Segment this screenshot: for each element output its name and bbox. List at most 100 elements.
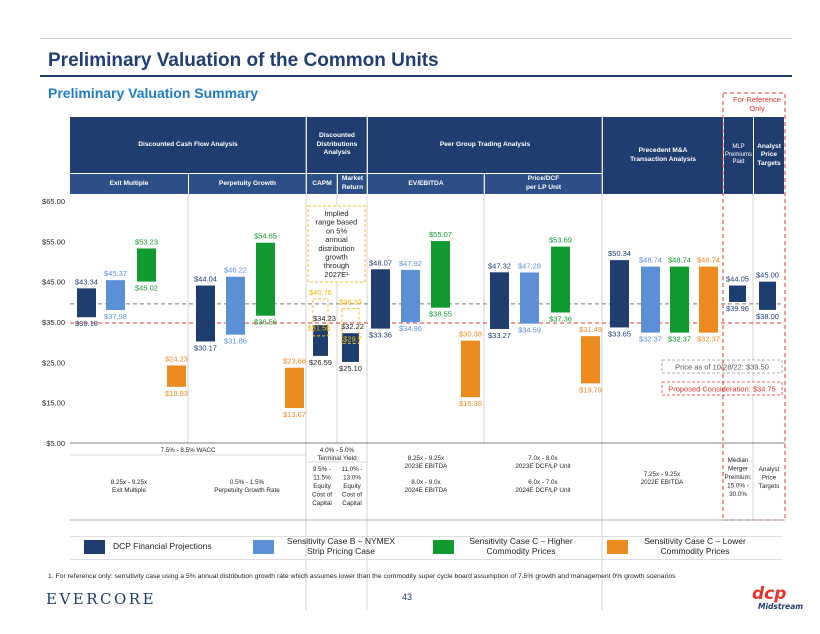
y-tick-label: $25.00 (42, 358, 65, 367)
bar-high-label: $46.22 (224, 266, 247, 275)
range-bar (461, 340, 480, 398)
dcp-logo-subtext: Midstream (758, 602, 804, 611)
bar-low-label: $31.86 (224, 337, 247, 346)
terminal-yield-assumption: 4.0% - 5.0% (320, 447, 355, 454)
range-bar (401, 269, 420, 323)
range-bar (431, 241, 450, 308)
range-bar (371, 269, 390, 329)
subheader-ev-ebitda: EV/EBITDA (368, 174, 484, 194)
range-bar (196, 285, 215, 342)
implied-note-line: 2027E¹ (324, 270, 349, 279)
range-bar (342, 333, 359, 362)
legend-item-case-b: Sensitivity Case B – NYMEX Strip Pricing… (253, 536, 400, 558)
dcp-midstream-logo: dcp Midstream (752, 586, 803, 611)
exit-multiple-assumption: 8.25x - 9.25x (111, 479, 148, 486)
legend-label-case-c-high: Sensitivity Case C – Higher Commodity Pr… (469, 536, 573, 556)
precedent-assumption: 2022E EBITDA (641, 479, 685, 486)
header-analyst: Analyst Price Targets (754, 117, 784, 194)
price-box (661, 359, 783, 374)
y-tick-label: $15.00 (42, 399, 65, 408)
y-tick-label: $55.00 (42, 237, 65, 246)
range-bar (610, 260, 629, 328)
analyst-assumption: Analyst (759, 466, 780, 473)
bar-high-label: $45.00 (756, 271, 779, 280)
reference-range-bar (341, 308, 360, 344)
bar-low-label: $31.56 (308, 323, 331, 332)
header-mlp-label: MLP Premiums Paid (724, 143, 752, 166)
dcp-logo-mark: dcp (752, 586, 803, 603)
range-bar (167, 365, 186, 387)
subheader-price-dcf: Price/DCF per LP Unit (485, 174, 602, 194)
bar-high-label: $38.33 (339, 298, 362, 307)
implied-note-line: annual (325, 235, 348, 244)
range-bar (581, 336, 600, 384)
capm-assumption: Equity (313, 483, 331, 490)
capm-assumption: 11.5% (313, 475, 331, 482)
range-bar (670, 266, 689, 333)
legend-swatch-case-c-high (433, 540, 454, 554)
range-bar (313, 325, 328, 356)
range-bar (520, 272, 539, 324)
bar-high-label: $47.92 (399, 259, 422, 268)
subheader-perpetuity: Perpetuity Growth (189, 174, 306, 194)
section-subtitle: Preliminary Valuation Summary (48, 85, 259, 101)
bar-high-label: $55.07 (429, 230, 452, 239)
header-mlp: MLP Premiums Paid (724, 117, 753, 194)
subheader-capm: CAPM (307, 174, 337, 194)
bar-low-label: $32.37 (639, 335, 662, 344)
capm-assumption: Cost of (312, 492, 332, 499)
bar-low-label: $45.02 (135, 284, 158, 293)
legend-item-case-c-low: Sensitivity Case C – Lower Commodity Pri… (607, 536, 754, 558)
y-tick-label: $45.00 (42, 278, 65, 287)
wacc-label: 7.5% - 8.5% WACC (160, 447, 216, 454)
bar-low-label: $16.36 (459, 399, 482, 408)
bar-high-label: $45.37 (104, 269, 127, 278)
market-return-assumption: 13.0% (343, 475, 361, 482)
subheader-price-dcf-label: Price/DCF per LP Unit (525, 175, 562, 191)
bar-high-label: $48.74 (697, 256, 720, 265)
perpetuity-assumption: 0.5% - 1.5% (230, 479, 265, 486)
title-rule (40, 75, 792, 77)
range-bar (256, 242, 275, 316)
bar-high-label: $40.76 (309, 288, 332, 297)
evercore-logo: EVERCORE (46, 590, 157, 608)
bar-high-label: $50.34 (608, 249, 631, 258)
range-bar (106, 280, 125, 310)
proposed-box (661, 381, 783, 396)
subheader-market-return: Market Return (338, 174, 367, 194)
bar-low-label: $33.27 (488, 331, 511, 340)
market-return-assumption: Equity (343, 483, 361, 490)
y-tick-label: $65.00 (42, 197, 65, 206)
bar-high-label: $31.49 (579, 325, 602, 334)
bar-low-label: $32.37 (697, 335, 720, 344)
bar-low-label: $36.56 (254, 318, 277, 327)
price-dcf-assumption: 2024E DCF/LP Unit (515, 487, 570, 494)
range-bar (729, 285, 746, 302)
range-bar (137, 248, 156, 282)
header-dcf: Discounted Cash Flow Analysis (70, 117, 306, 173)
precedent-assumption: 7.25x - 9.25x (644, 471, 681, 478)
price-dcf-assumption: 2023E DCF/LP Unit (515, 463, 570, 470)
bar-high-label: $44.05 (726, 274, 749, 283)
bar-high-label: $48.74 (668, 256, 691, 265)
header-peer: Peer Group Trading Analysis (368, 117, 602, 173)
bar-high-label: $23.66 (283, 357, 306, 366)
analyst-assumption: Targets (759, 483, 780, 490)
implied-note-line: distribution (318, 244, 354, 253)
mlp-assumption: 30.0% (729, 491, 747, 498)
y-tick-label: $5.00 (46, 439, 65, 448)
implied-note-line: on 5% (326, 226, 348, 235)
range-bar (759, 281, 776, 310)
exit-multiple-assumption: Exit Multiple (112, 487, 146, 494)
range-bar (641, 266, 660, 333)
bar-low-label: $25.10 (339, 364, 362, 373)
bar-high-label: $30.38 (459, 330, 482, 339)
header-ddm-label: Discounted Distributions Analysis (316, 132, 358, 157)
market-return-assumption: 11.0% - (341, 466, 362, 473)
range-bar (226, 276, 245, 335)
bar-high-label: $47.32 (488, 261, 511, 270)
implied-note-box (307, 205, 366, 283)
bar-high-label: $47.28 (518, 261, 541, 270)
mlp-assumption: Median (728, 457, 749, 464)
